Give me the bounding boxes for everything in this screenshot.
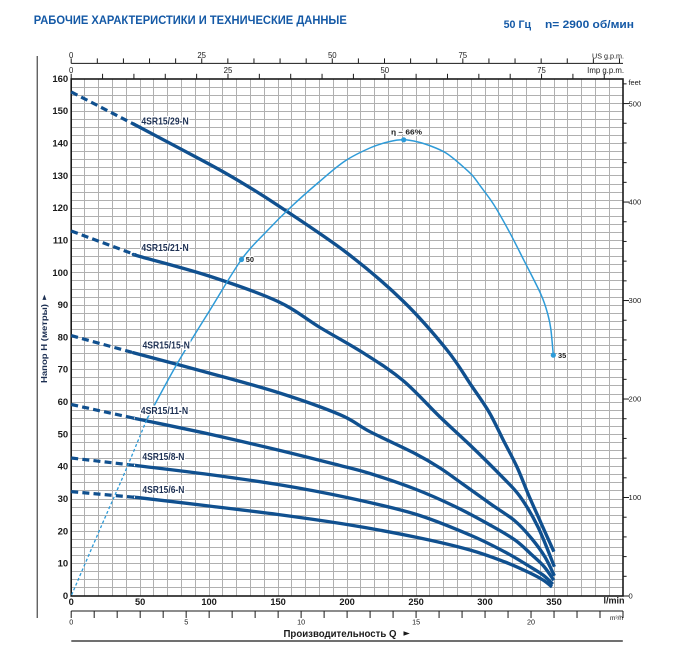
svg-text:5: 5: [184, 618, 188, 627]
svg-text:US g.p.m.: US g.p.m.: [592, 51, 624, 60]
svg-text:25: 25: [224, 66, 233, 75]
svg-text:140: 140: [52, 139, 68, 150]
svg-text:500: 500: [629, 99, 642, 108]
svg-text:0: 0: [63, 591, 68, 602]
svg-text:РАБОЧИЕ ХАРАКТЕРИСТИКИ И ТЕХНИ: РАБОЧИЕ ХАРАКТЕРИСТИКИ И ТЕХНИЧЕСКИЕ ДАН…: [34, 13, 347, 27]
svg-text:0: 0: [69, 66, 74, 75]
svg-text:75: 75: [537, 66, 546, 75]
svg-text:50: 50: [246, 255, 254, 264]
svg-text:90: 90: [58, 300, 69, 311]
svg-text:400: 400: [629, 198, 642, 207]
svg-text:200: 200: [339, 597, 355, 607]
svg-text:Напор H (метры): Напор H (метры): [40, 304, 49, 383]
svg-text:75: 75: [458, 51, 467, 60]
svg-text:160: 160: [52, 74, 68, 85]
svg-text:η – 66%: η – 66%: [391, 128, 422, 137]
svg-text:300: 300: [477, 597, 493, 607]
svg-text:0: 0: [629, 592, 633, 601]
svg-text:70: 70: [58, 365, 69, 376]
svg-text:0: 0: [69, 597, 74, 607]
svg-text:300: 300: [629, 296, 642, 305]
svg-text:50 Гц: 50 Гц: [504, 19, 532, 31]
svg-text:4SR15/11-N: 4SR15/11-N: [141, 406, 188, 417]
svg-text:250: 250: [408, 597, 424, 607]
svg-text:50: 50: [135, 597, 145, 607]
svg-text:15: 15: [412, 618, 420, 627]
svg-text:100: 100: [52, 268, 68, 279]
svg-text:35: 35: [558, 351, 566, 360]
svg-text:50: 50: [58, 429, 69, 440]
svg-text:200: 200: [629, 395, 642, 404]
svg-text:10: 10: [58, 559, 69, 570]
svg-text:4SR15/29-N: 4SR15/29-N: [141, 116, 188, 127]
svg-text:100: 100: [629, 493, 642, 502]
svg-text:4SR15/8-N: 4SR15/8-N: [142, 452, 184, 463]
svg-text:350: 350: [546, 597, 562, 607]
svg-text:25: 25: [197, 51, 206, 60]
svg-text:4SR15/6-N: 4SR15/6-N: [142, 485, 184, 496]
svg-text:120: 120: [52, 203, 68, 214]
svg-text:10: 10: [297, 618, 305, 627]
svg-text:m³/h: m³/h: [610, 615, 623, 622]
svg-text:0: 0: [69, 51, 74, 60]
svg-text:110: 110: [53, 236, 68, 247]
svg-text:80: 80: [58, 332, 69, 343]
svg-text:0: 0: [69, 618, 73, 627]
svg-text:4SR15/21-N: 4SR15/21-N: [141, 243, 188, 254]
svg-text:4SR15/15-N: 4SR15/15-N: [143, 341, 190, 352]
svg-text:20: 20: [527, 618, 535, 627]
svg-text:150: 150: [52, 106, 68, 117]
svg-text:60: 60: [58, 397, 69, 408]
svg-text:20: 20: [58, 526, 69, 537]
svg-text:50: 50: [328, 51, 337, 60]
svg-text:50: 50: [380, 66, 389, 75]
svg-text:n= 2900 об/мин: n= 2900 об/мин: [545, 19, 634, 31]
svg-text:30: 30: [58, 494, 69, 505]
svg-text:130: 130: [52, 171, 68, 182]
svg-text:feet: feet: [629, 78, 641, 87]
svg-text:150: 150: [270, 597, 286, 607]
svg-text:40: 40: [58, 462, 69, 473]
svg-text:Производительность Q: Производительность Q: [284, 628, 397, 640]
svg-text:l/min: l/min: [603, 596, 624, 606]
svg-text:100: 100: [201, 597, 217, 607]
svg-text:Imp g.p.m.: Imp g.p.m.: [587, 66, 624, 75]
